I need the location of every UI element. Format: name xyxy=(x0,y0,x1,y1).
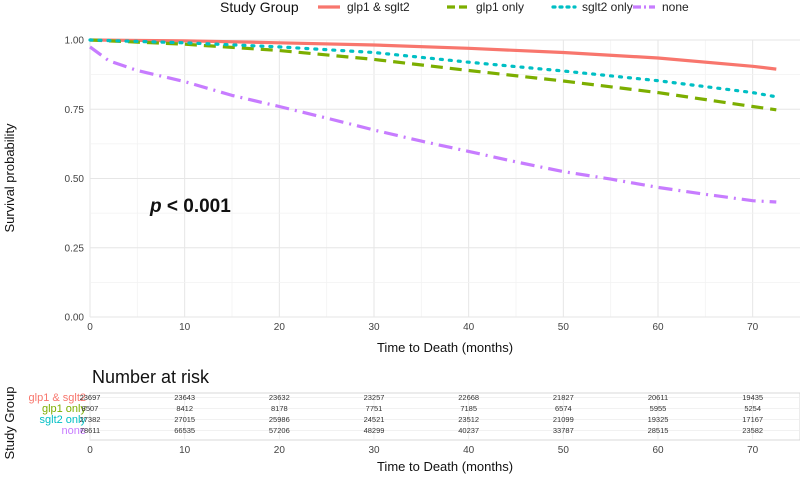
risk-x-tick-label: 40 xyxy=(463,445,475,456)
risk-value: 8412 xyxy=(176,404,193,413)
series-line-sglt2-only xyxy=(88,38,778,99)
risk-row-label: glp1 & sglt2 xyxy=(29,392,86,404)
risk-x-tick-label: 10 xyxy=(179,445,191,456)
risk-value: 40237 xyxy=(458,426,479,435)
risk-value: 7751 xyxy=(366,404,383,413)
legend-title: Study Group xyxy=(220,0,299,15)
risk-value: 25986 xyxy=(269,415,290,424)
risk-row-label: glp1 only xyxy=(42,403,87,415)
risk-row-label: sglt2 only xyxy=(40,414,87,426)
risk-value: 23632 xyxy=(269,393,290,402)
risk-value: 48299 xyxy=(364,426,385,435)
x-tick-label: 50 xyxy=(558,322,570,333)
x-axis-title: Time to Death (months) xyxy=(377,340,513,355)
y-tick-label: 0.50 xyxy=(65,174,85,185)
risk-value: 20611 xyxy=(648,393,668,402)
p-value-annotation: p < 0.001 xyxy=(149,196,231,217)
risk-x-tick-label: 30 xyxy=(368,445,380,456)
x-tick-label: 60 xyxy=(652,322,664,333)
legend: Study Group glp1 & sglt2 glp1 only sglt2 o… xyxy=(220,0,689,15)
risk-table-x-title: Time to Death (months) xyxy=(377,459,513,474)
axis-ticks: 0 10 20 30 40 50 60 70 0.00 0.25 0.50 0.75 1.00 xyxy=(65,36,759,334)
risk-value: 23257 xyxy=(364,393,385,402)
risk-table-y-title: Study Group xyxy=(2,387,17,460)
x-tick-label: 0 xyxy=(87,322,93,333)
risk-value: 5254 xyxy=(744,404,761,413)
p-value-rest: < 0.001 xyxy=(162,196,232,217)
risk-value: 22668 xyxy=(458,393,479,402)
y-tick-label: 0.25 xyxy=(65,243,85,254)
risk-value: 19435 xyxy=(742,393,763,402)
series-line-glp1-only xyxy=(89,38,777,112)
legend-label: none xyxy=(662,0,689,14)
risk-value: 23697 xyxy=(80,393,101,402)
risk-table-ticks: 0 10 20 30 40 50 60 70 xyxy=(87,445,758,456)
risk-row-label: none xyxy=(62,425,86,437)
risk-value: 8507 xyxy=(82,404,99,413)
risk-x-tick-label: 70 xyxy=(747,445,759,456)
risk-value: 66535 xyxy=(174,426,195,435)
y-tick-label: 1.00 xyxy=(65,36,85,47)
x-tick-label: 20 xyxy=(274,322,286,333)
y-axis-title: Survival probability xyxy=(2,123,17,233)
risk-x-tick-label: 20 xyxy=(274,445,286,456)
risk-value: 78611 xyxy=(80,426,100,435)
p-value-italic: p xyxy=(149,196,162,217)
risk-value: 28515 xyxy=(648,426,669,435)
x-tick-label: 10 xyxy=(179,322,191,333)
risk-value: 23643 xyxy=(174,393,195,402)
risk-table-title: Number at risk xyxy=(92,367,210,387)
risk-value: 27382 xyxy=(80,415,101,424)
legend-label: sglt2 only xyxy=(582,0,633,14)
risk-value: 33787 xyxy=(553,426,574,435)
risk-value: 27015 xyxy=(174,415,195,424)
legend-label: glp1 only xyxy=(476,0,524,14)
x-tick-label: 40 xyxy=(463,322,475,333)
risk-value: 57206 xyxy=(269,426,290,435)
risk-value: 23582 xyxy=(742,426,763,435)
risk-table-panel xyxy=(89,392,800,441)
risk-x-tick-label: 0 xyxy=(87,445,93,456)
risk-table-grid xyxy=(89,393,800,440)
risk-value: 6574 xyxy=(555,404,572,413)
risk-x-tick-label: 60 xyxy=(652,445,664,456)
y-tick-label: 0.00 xyxy=(65,313,85,324)
risk-value: 19325 xyxy=(648,415,669,424)
series-layer xyxy=(88,38,778,204)
risk-x-tick-label: 50 xyxy=(558,445,570,456)
risk-value: 21099 xyxy=(553,415,574,424)
x-tick-label: 30 xyxy=(368,322,380,333)
risk-value: 17167 xyxy=(742,415,763,424)
y-tick-label: 0.75 xyxy=(65,105,85,116)
risk-value: 23512 xyxy=(458,415,479,424)
risk-value: 24521 xyxy=(364,415,385,424)
risk-value: 5955 xyxy=(650,404,667,413)
series-line-glp1-sglt2 xyxy=(89,38,777,71)
series-line-none xyxy=(89,45,777,204)
risk-value: 7185 xyxy=(460,404,477,413)
legend-label: glp1 & sglt2 xyxy=(347,0,410,14)
risk-value: 21827 xyxy=(553,393,574,402)
risk-value: 8178 xyxy=(271,404,288,413)
x-tick-label: 70 xyxy=(747,322,759,333)
